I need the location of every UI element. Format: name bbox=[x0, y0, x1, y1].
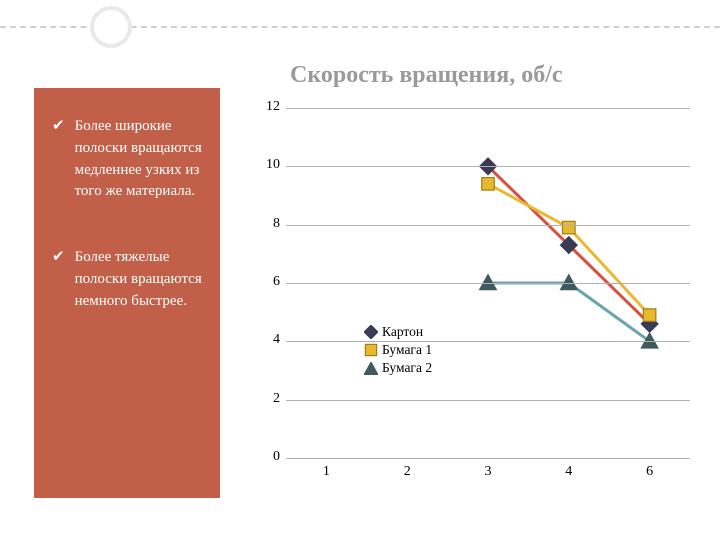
header-circle-decoration bbox=[90, 6, 132, 48]
grid-line bbox=[286, 225, 690, 226]
x-axis-label: 1 bbox=[311, 464, 341, 480]
legend-item: Бумага 1 bbox=[364, 341, 432, 359]
legend-label: Бумага 2 bbox=[382, 359, 432, 377]
grid-line bbox=[286, 108, 690, 109]
y-axis-label: 2 bbox=[250, 391, 280, 407]
legend-marker-icon bbox=[364, 343, 378, 357]
chart-legend: КартонБумага 1Бумага 2 bbox=[364, 323, 432, 378]
y-axis-label: 12 bbox=[250, 99, 280, 115]
y-axis-label: 0 bbox=[250, 449, 280, 465]
grid-line bbox=[286, 283, 690, 284]
legend-item: Бумага 2 bbox=[364, 359, 432, 377]
legend-marker-icon bbox=[364, 362, 378, 376]
legend-label: Бумага 1 bbox=[382, 341, 432, 359]
x-axis-label: 6 bbox=[635, 464, 665, 480]
legend-item: Картон bbox=[364, 323, 432, 341]
check-icon: ✔ bbox=[52, 116, 65, 203]
x-axis-label: 4 bbox=[554, 464, 584, 480]
slide: ✔ Более широкие полоски вращаются медлен… bbox=[0, 0, 720, 540]
y-axis-label: 8 bbox=[250, 216, 280, 232]
chart-title: Скорость вращения, об/с bbox=[290, 62, 563, 89]
bullet-text: Более тяжелые полоски вращаются немного … bbox=[75, 247, 202, 312]
legend-marker-icon bbox=[364, 325, 378, 339]
grid-line bbox=[286, 400, 690, 401]
chart-container: КартонБумага 1Бумага 2 02468101212346 bbox=[250, 100, 698, 500]
grid-line bbox=[286, 458, 690, 459]
legend-label: Картон bbox=[382, 323, 423, 341]
y-axis-label: 6 bbox=[250, 274, 280, 290]
grid-line bbox=[286, 341, 690, 342]
bullet-text: Более широкие полоски вращаются медленне… bbox=[75, 116, 202, 203]
bullet-item: ✔ Более тяжелые полоски вращаются немног… bbox=[52, 247, 202, 312]
check-icon: ✔ bbox=[52, 247, 65, 312]
sidebar: ✔ Более широкие полоски вращаются медлен… bbox=[34, 88, 220, 498]
bullet-item: ✔ Более широкие полоски вращаются медлен… bbox=[52, 116, 202, 203]
x-axis-label: 3 bbox=[473, 464, 503, 480]
y-axis-label: 4 bbox=[250, 332, 280, 348]
x-axis-label: 2 bbox=[392, 464, 422, 480]
y-axis-label: 10 bbox=[250, 157, 280, 173]
grid-line bbox=[286, 166, 690, 167]
